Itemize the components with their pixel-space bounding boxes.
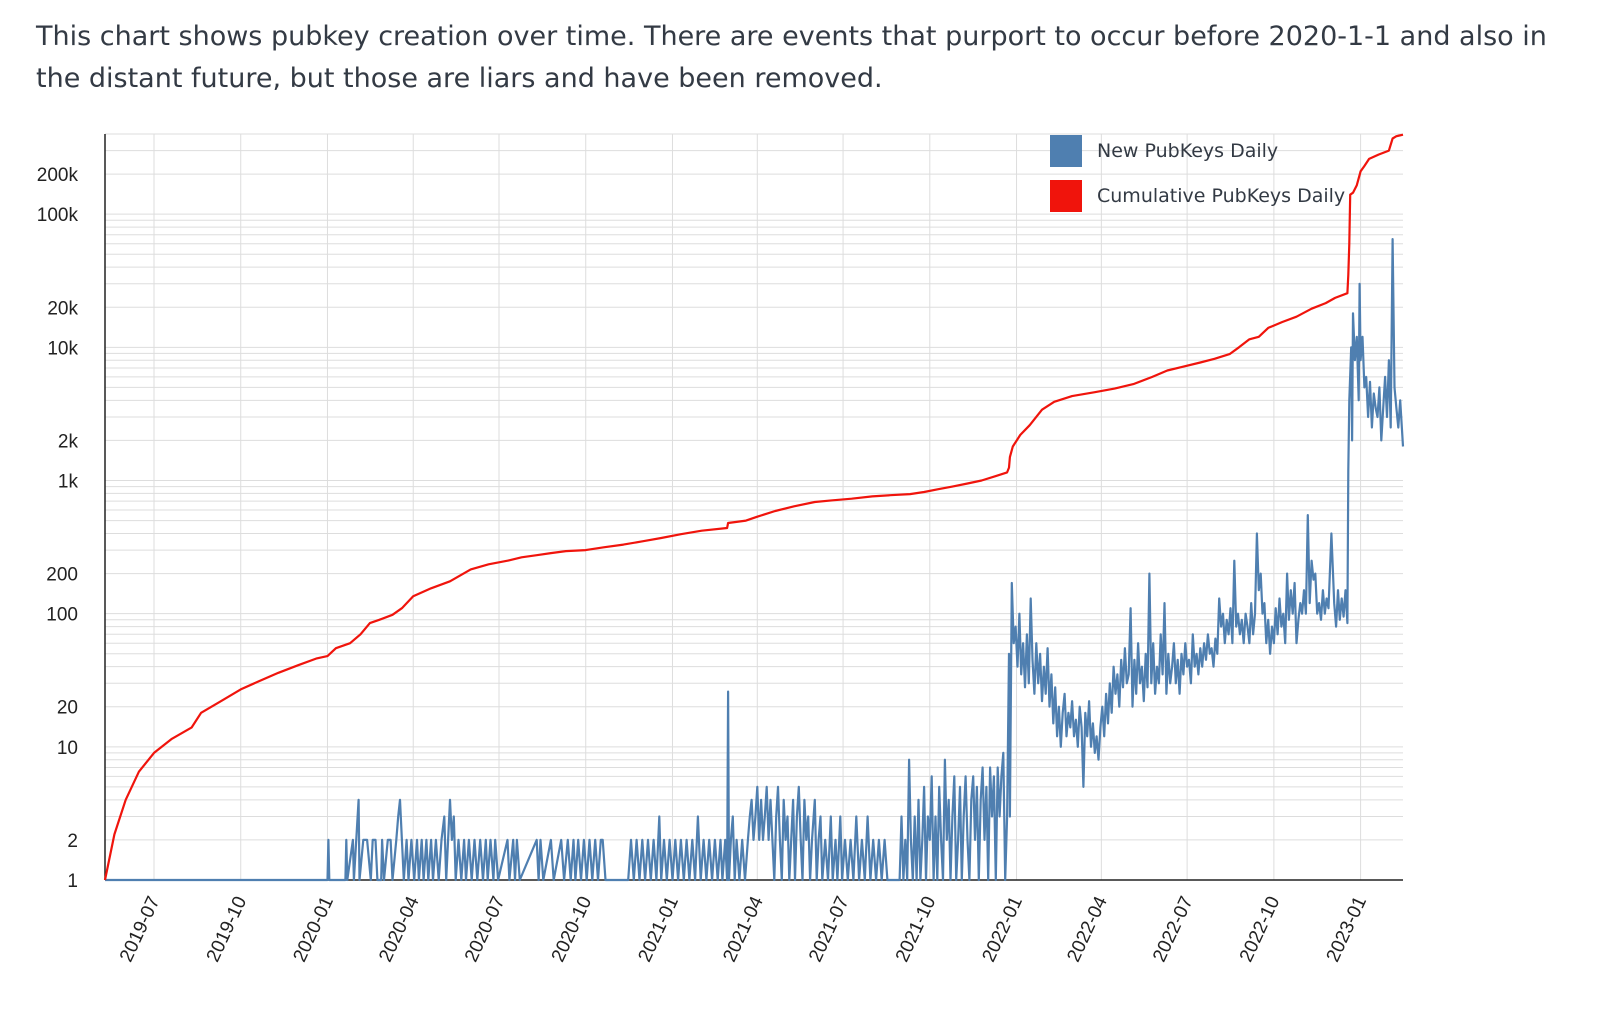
x-tick-label: 2021-01 — [634, 893, 683, 965]
x-axis-labels: 2019-07 2019-10 2020-01 2020-04 2020-07 2020-… — [116, 893, 1371, 965]
y-tick-label: 1k — [58, 472, 79, 493]
legend-swatch-cumulative — [1050, 180, 1082, 212]
cumulative-pubkeys-line — [103, 133, 1404, 881]
x-tick-label: 2020-10 — [548, 893, 597, 965]
x-tick-label: 2022-04 — [1063, 893, 1112, 965]
x-tick-label: 2023-01 — [1323, 893, 1372, 965]
legend-label-cumulative: Cumulative PubKeys Daily — [1097, 185, 1345, 207]
y-tick-label: 200k — [37, 165, 79, 186]
y-tick-label: 200 — [46, 565, 78, 586]
x-tick-label: 2020-04 — [375, 893, 424, 965]
x-tick-label: 2019-07 — [116, 893, 165, 965]
x-tick-label: 2021-10 — [892, 893, 941, 965]
y-tick-label: 1 — [67, 871, 78, 892]
x-tick-label: 2022-01 — [979, 893, 1028, 965]
intro-paragraph: This chart shows pubkey creation over ti… — [36, 21, 1547, 94]
new-pubkeys-line — [105, 238, 1405, 882]
x-tick-label: 2021-04 — [719, 893, 768, 965]
y-tick-label: 10k — [47, 338, 78, 359]
y-tick-label: 100 — [46, 605, 78, 626]
legend: New PubKeys Daily Cumulative PubKeys Dai… — [1050, 135, 1345, 212]
x-tick-label: 2022-07 — [1149, 893, 1198, 965]
x-tick-label: 2022-10 — [1236, 893, 1285, 965]
x-tick-label: 2020-01 — [289, 893, 338, 965]
x-tick-label: 2020-07 — [461, 893, 510, 965]
y-axis-labels: 1 2 10 20 100 200 1k 2k 10k 20k 100k 200k — [37, 165, 79, 892]
y-tick-label: 10 — [57, 738, 78, 759]
x-tick-label: 2021-07 — [805, 893, 854, 965]
x-tick-label: 2019-10 — [203, 893, 252, 965]
y-tick-label: 20 — [57, 698, 78, 719]
axes — [104, 134, 1403, 881]
grid — [105, 133, 1403, 881]
y-tick-label: 2k — [58, 431, 79, 452]
y-tick-label: 2 — [67, 831, 78, 852]
y-tick-label: 100k — [37, 205, 79, 226]
legend-label-new: New PubKeys Daily — [1097, 140, 1278, 162]
legend-swatch-new — [1050, 135, 1082, 167]
series-lines — [103, 133, 1405, 882]
y-tick-label: 20k — [47, 298, 78, 319]
